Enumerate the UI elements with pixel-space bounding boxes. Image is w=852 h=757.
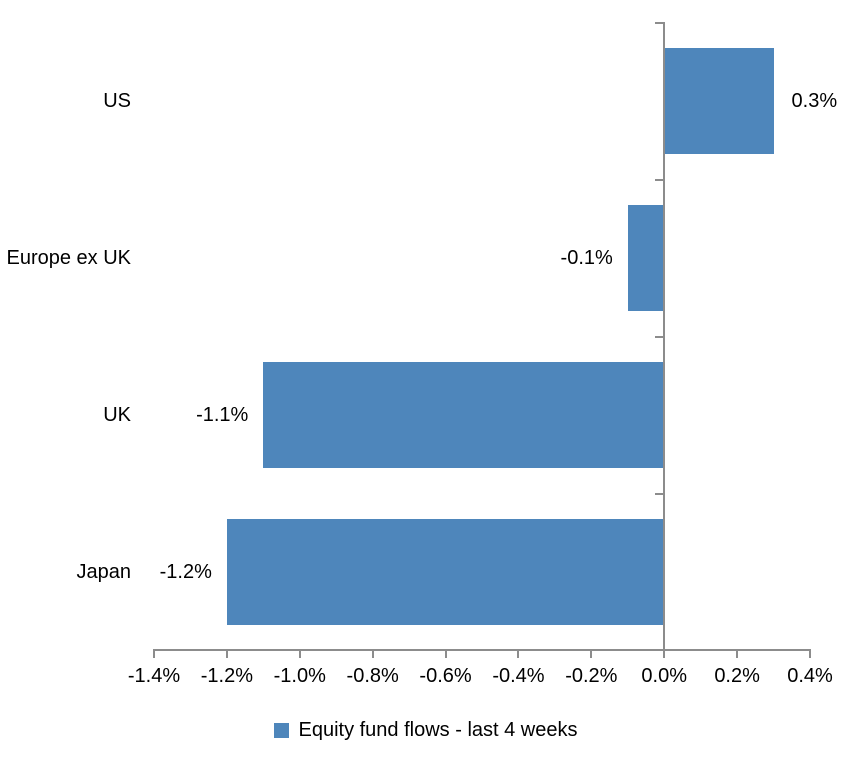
- x-axis-tick-label: -0.8%: [346, 665, 399, 687]
- x-axis-tick: [663, 650, 666, 658]
- x-axis-tick: [736, 650, 739, 658]
- x-axis-tick: [809, 650, 811, 658]
- category-axis-tick: [655, 336, 665, 338]
- bar-uk: [263, 361, 665, 468]
- legend-label: Equity fund flows - last 4 weeks: [298, 718, 578, 741]
- x-axis-tick-label: 0.2%: [714, 665, 760, 687]
- x-axis-tick-label: -1.4%: [127, 665, 181, 687]
- value-zero-axis-line: [663, 22, 665, 650]
- x-axis-tick: [371, 650, 374, 658]
- value-label: -1.1%: [196, 403, 249, 426]
- category-label: Europe ex UK: [6, 246, 131, 269]
- bar-europe-ex-uk: [627, 204, 665, 311]
- category-label: Japan: [76, 560, 132, 583]
- value-label: -0.1%: [560, 246, 613, 269]
- x-axis-tick-label: -0.2%: [565, 665, 618, 687]
- x-axis-tick-label: -0.6%: [419, 665, 472, 687]
- value-label: 0.3%: [791, 89, 838, 112]
- x-axis-tick-label: 0.0%: [641, 665, 688, 687]
- legend: Equity fund flows - last 4 weeks: [0, 714, 852, 746]
- x-axis-tick: [153, 650, 155, 658]
- x-axis-tick-label: 0.4%: [787, 665, 833, 687]
- x-axis-tick: [225, 650, 228, 658]
- x-axis-tick-label: -0.4%: [492, 665, 545, 687]
- x-axis-tick: [444, 650, 447, 658]
- legend-swatch: [274, 722, 290, 738]
- category-label: US: [103, 89, 131, 112]
- category-axis-tick: [655, 22, 665, 24]
- category-axis-tick: [655, 493, 665, 495]
- category-axis-tick: [655, 179, 665, 181]
- x-axis-tick: [517, 650, 520, 658]
- x-axis-tick-label: -1.2%: [200, 665, 253, 687]
- x-axis-tick: [298, 650, 301, 658]
- category-label: UK: [103, 403, 131, 426]
- x-axis-tick: [590, 650, 593, 658]
- x-axis-tick-label: -1.0%: [273, 665, 326, 687]
- x-axis-line: [153, 649, 811, 651]
- bar-japan: [226, 518, 665, 625]
- bar-us: [664, 47, 774, 154]
- value-label: -1.2%: [159, 560, 212, 583]
